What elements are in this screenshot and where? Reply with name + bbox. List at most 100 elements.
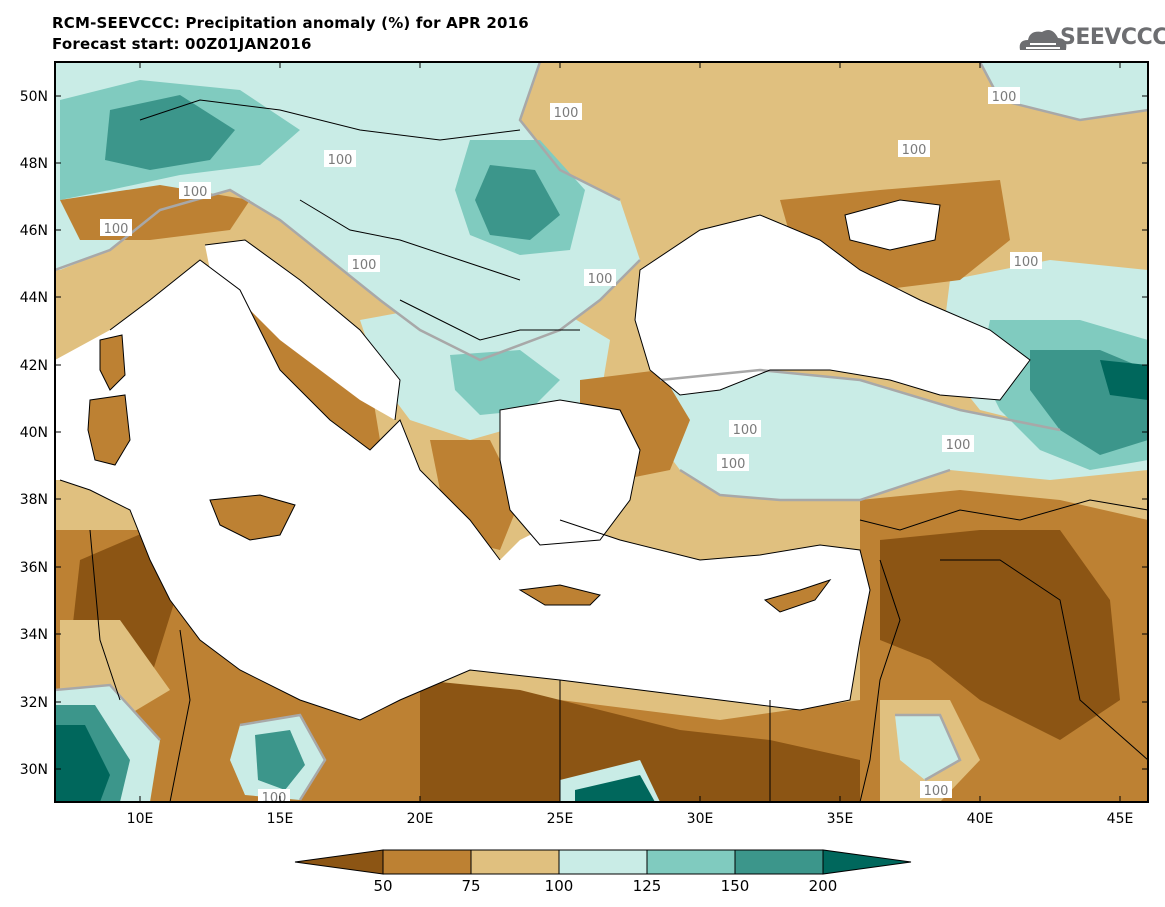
colorbar-label-100: 100	[544, 877, 574, 895]
sea-mediterranean	[55, 260, 870, 720]
lat-tick-34N: 34N	[20, 627, 1148, 643]
svg-text:36N: 36N	[20, 560, 48, 576]
lat-tick-42N: 42N	[20, 358, 1148, 374]
contour-label-5: 100	[100, 219, 132, 237]
lat-axis: 50N 48N 46N 44N 42N 40N 38N 36N 34N 32N …	[20, 89, 1148, 778]
svg-text:34N: 34N	[20, 627, 48, 643]
svg-text:44N: 44N	[20, 290, 48, 306]
lon-tick-20E: 20E	[407, 62, 434, 827]
colorbar-label-75: 75	[461, 877, 481, 895]
svg-text:50N: 50N	[20, 89, 48, 105]
colorbar-segment-above-200	[822, 849, 912, 875]
colorbar	[294, 849, 912, 875]
contour-label-10: 100	[942, 435, 974, 453]
svg-text:100: 100	[1014, 255, 1039, 270]
contour-label-9: 100	[729, 420, 761, 438]
island-sardinia	[88, 395, 130, 465]
svg-text:100: 100	[262, 791, 287, 806]
colorbar-segment-75-100	[470, 849, 560, 875]
colorbar-segment-100-125	[558, 849, 648, 875]
lat-tick-44N: 44N	[20, 290, 1148, 306]
svg-text:20E: 20E	[407, 811, 434, 827]
contour-label-11: 100	[717, 454, 749, 472]
svg-text:100: 100	[946, 438, 971, 453]
map-title: RCM-SEEVCCC: Precipitation anomaly (%) f…	[52, 14, 529, 32]
svg-text:46N: 46N	[20, 223, 48, 239]
forecast-start: Forecast start: 00Z01JAN2016	[52, 35, 312, 53]
colorbar-segment-125-150	[646, 849, 736, 875]
sea-black	[635, 215, 1030, 400]
contour-label-13: 100	[258, 789, 290, 806]
field-below-50-libya	[420, 680, 860, 802]
svg-text:30N: 30N	[20, 762, 48, 778]
contour-label-7: 100	[584, 269, 616, 287]
field-50-75-greece	[430, 440, 520, 550]
svg-text:100: 100	[924, 784, 949, 799]
map-field: 100 100 100 100 100 100 100 100 100 100 …	[55, 62, 1148, 806]
lat-tick-48N: 48N	[20, 156, 1148, 172]
lat-tick-50N: 50N	[20, 89, 1148, 105]
field-125-150-balkans	[450, 350, 560, 415]
island-sicily	[210, 495, 295, 540]
lon-tick-45E: 45E	[1107, 62, 1134, 827]
contour-100-lines	[55, 62, 1148, 801]
svg-text:100: 100	[588, 272, 613, 287]
colorbar-label-125: 125	[632, 877, 662, 895]
sea-adriatic	[205, 240, 400, 420]
field-above-200-egypt	[575, 775, 655, 802]
field-100-125-jordan	[895, 715, 960, 780]
lat-tick-46N: 46N	[20, 223, 1148, 239]
field-150-200-alps	[105, 95, 235, 170]
colorbar-label-200: 200	[808, 877, 838, 895]
cloud-logo-icon	[1019, 30, 1067, 50]
svg-text:100: 100	[104, 222, 129, 237]
contour-label-2: 100	[898, 140, 930, 158]
svg-text:100: 100	[328, 153, 353, 168]
svg-text:32N: 32N	[20, 695, 48, 711]
svg-text:30E: 30E	[687, 811, 714, 827]
contour-label-3: 100	[324, 150, 356, 168]
lat-tick-36N: 36N	[20, 560, 1148, 576]
coastlines-borders	[59, 99, 1148, 802]
contour-label-4: 100	[179, 182, 211, 200]
colorbar-segment-150-200	[734, 849, 824, 875]
field-150-200-carpathians	[475, 165, 560, 240]
contour-label-1: 100	[988, 87, 1020, 105]
svg-text:100: 100	[721, 457, 746, 472]
svg-text:35E: 35E	[827, 811, 854, 827]
contour-label-0: 100	[550, 103, 582, 121]
svg-text:100: 100	[902, 143, 927, 158]
svg-text:38N: 38N	[20, 492, 48, 508]
lat-tick-40N: 40N	[20, 425, 1148, 441]
contour-labels: 100 100 100 100 100 100 100 100 100 100 …	[100, 87, 1042, 806]
svg-text:40N: 40N	[20, 425, 48, 441]
lat-tick-30N: 30N	[20, 762, 1148, 778]
svg-text:15E: 15E	[267, 811, 294, 827]
lon-tick-10E: 10E	[127, 62, 154, 827]
field-above-200-caucasus	[1100, 360, 1148, 400]
lon-tick-40E: 40E	[967, 62, 994, 827]
svg-text:45E: 45E	[1107, 811, 1134, 827]
sea-aegean	[500, 400, 640, 545]
colorbar-segment-below-50	[294, 849, 384, 875]
island-cyprus	[765, 580, 830, 612]
field-100-125-anatolia	[650, 370, 1148, 500]
lon-tick-15E: 15E	[267, 62, 294, 827]
sea-azov	[845, 200, 940, 250]
lon-tick-35E: 35E	[827, 62, 854, 827]
contour-label-6: 100	[348, 255, 380, 273]
svg-text:25E: 25E	[547, 811, 574, 827]
lon-tick-25E: 25E	[547, 62, 574, 827]
svg-text:42N: 42N	[20, 358, 48, 374]
field-150-200-libya-west	[255, 730, 305, 790]
svg-text:100: 100	[733, 423, 758, 438]
colorbar-label-50: 50	[373, 877, 393, 895]
svg-text:40E: 40E	[967, 811, 994, 827]
lat-tick-32N: 32N	[20, 695, 1148, 711]
svg-text:10E: 10E	[127, 811, 154, 827]
colorbar-label-150: 150	[720, 877, 750, 895]
colorbar-segment-50-75	[382, 849, 472, 875]
lat-tick-38N: 38N	[20, 492, 1148, 508]
logo-text: SEEVCCC	[1060, 25, 1165, 50]
